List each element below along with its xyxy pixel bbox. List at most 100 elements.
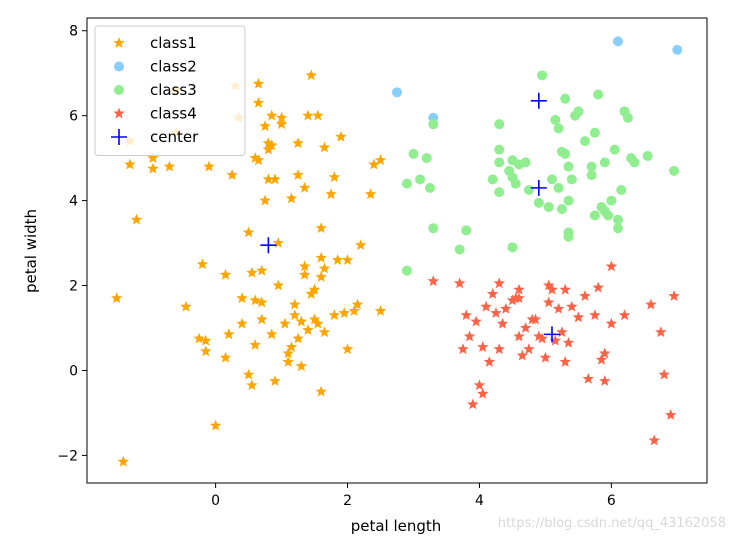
class1-point: [262, 137, 275, 149]
legend-label-class1: class1: [150, 34, 197, 52]
class3-point: [487, 174, 498, 185]
class3-point: [563, 231, 574, 242]
class4-point: [605, 260, 618, 272]
class4-point: [493, 277, 505, 289]
class1-point: [275, 118, 288, 130]
class1-point: [318, 141, 331, 153]
class3-point: [553, 123, 564, 134]
y-tick-label: 0: [69, 363, 78, 379]
class1-point: [147, 152, 159, 163]
class3-point: [599, 157, 610, 168]
class1-point: [335, 130, 347, 142]
class3-point: [550, 114, 561, 125]
class3-point: [642, 151, 653, 162]
class3-point: [494, 144, 505, 155]
class1-point: [256, 296, 268, 308]
class1-point: [130, 213, 143, 225]
class4-point: [599, 375, 611, 386]
class4-point: [645, 298, 657, 310]
class1-point: [265, 328, 278, 340]
series-class4: [427, 260, 680, 446]
class4-point: [546, 283, 558, 295]
y-tick-label: 2: [69, 279, 78, 295]
legend-marker-class1: [113, 37, 125, 48]
class1-point: [289, 309, 301, 321]
class2-point: [392, 87, 402, 98]
class4-point: [470, 315, 482, 327]
class1-point: [325, 188, 337, 200]
series-class3: [401, 70, 680, 276]
class1-point: [364, 188, 377, 200]
plot-area: [110, 36, 683, 467]
class1-point: [312, 317, 324, 329]
legend-label-class2: class2: [150, 58, 197, 76]
class4-point: [543, 296, 555, 308]
class4-point: [486, 288, 499, 299]
class4-point: [463, 330, 476, 342]
class1-point: [226, 169, 238, 180]
center-point: [530, 179, 547, 196]
class3-point: [494, 187, 505, 198]
class3-point: [573, 106, 584, 117]
class1-point: [318, 326, 331, 338]
class1-point: [302, 109, 314, 121]
class1-point: [331, 254, 344, 265]
y-axis: −2 0 2 4 6 8: [57, 24, 87, 464]
class1-point: [275, 111, 288, 123]
legend-marker-class2: [114, 61, 124, 72]
legend: class1 class2 class3 class4 center: [94, 25, 246, 156]
class1-point: [269, 375, 281, 386]
class4-point: [566, 300, 578, 312]
class1-point: [315, 385, 327, 397]
class1-point: [374, 305, 387, 316]
class3-point: [563, 195, 574, 206]
class1-point: [219, 268, 232, 280]
class4-point: [523, 343, 535, 355]
class3-point: [616, 184, 627, 195]
class1-point: [265, 109, 278, 121]
x-tick-label: 0: [211, 493, 220, 509]
legend-label-center: center: [150, 128, 199, 146]
class1-point: [355, 239, 367, 251]
class4-point: [496, 317, 509, 329]
class4-point: [665, 409, 677, 420]
class3-point: [566, 174, 577, 185]
class1-point: [338, 307, 350, 318]
class1-point: [305, 288, 317, 299]
center-point: [530, 92, 547, 109]
class3-point: [537, 70, 548, 81]
class3-point: [533, 197, 544, 208]
class1-point: [298, 181, 311, 193]
class3-point: [586, 170, 597, 181]
class3-point: [461, 225, 472, 236]
class2-point: [672, 44, 683, 55]
class1-point: [285, 192, 298, 204]
class3-point: [612, 223, 623, 234]
class1-point: [223, 328, 235, 340]
class1-point: [318, 262, 331, 274]
class1-point: [252, 154, 265, 166]
class4-point: [506, 294, 519, 306]
class4-point: [572, 311, 585, 323]
class1-point: [256, 264, 268, 276]
class1-point: [252, 77, 265, 89]
class3-point: [428, 119, 439, 130]
class1-point: [259, 120, 271, 132]
class4-point: [582, 372, 594, 384]
class4-point: [589, 309, 601, 321]
class2-point: [612, 36, 623, 47]
class4-point: [648, 434, 660, 446]
class4-point: [592, 281, 604, 293]
class3-point: [421, 153, 432, 164]
class3-point: [612, 214, 623, 225]
x-axis-label: petal length: [351, 517, 442, 535]
class1-point: [305, 69, 317, 81]
class3-point: [401, 265, 412, 276]
class1-point: [163, 160, 176, 172]
y-tick-label: 6: [69, 109, 78, 125]
class3-point: [622, 112, 633, 123]
class4-point: [533, 330, 545, 342]
class1-point: [298, 260, 311, 272]
series-class2: [392, 36, 683, 123]
